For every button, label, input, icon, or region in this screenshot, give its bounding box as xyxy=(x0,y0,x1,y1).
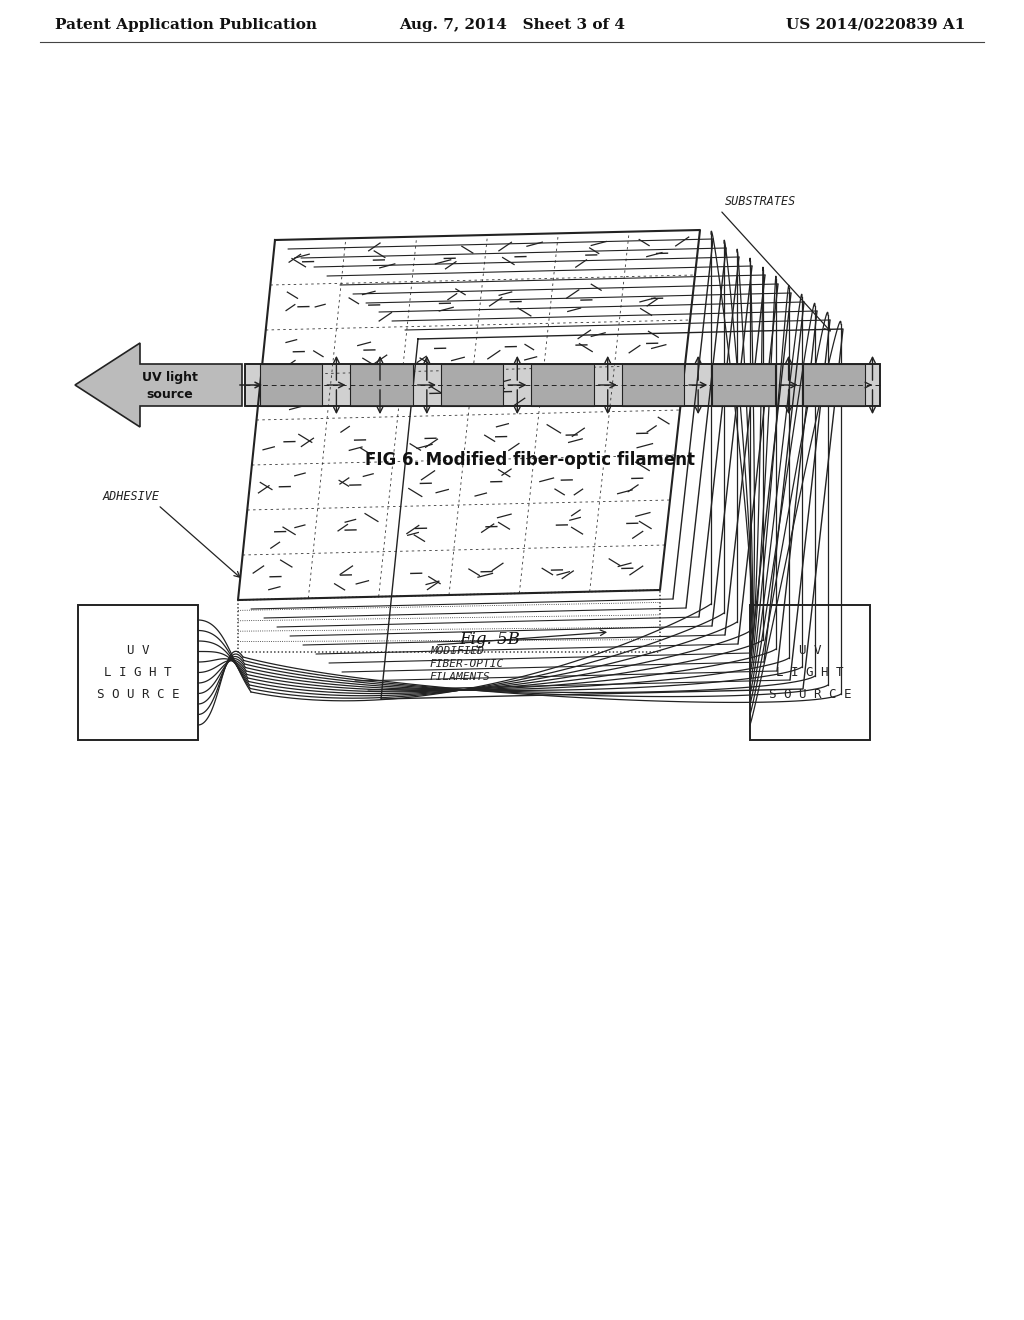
Text: MODIFIED
FIBER-OPTIC
FILAMENTS: MODIFIED FIBER-OPTIC FILAMENTS xyxy=(430,645,504,682)
Text: U V
L I G H T
S O U R C E: U V L I G H T S O U R C E xyxy=(769,644,851,701)
Text: source: source xyxy=(146,388,194,401)
Text: U V
L I G H T
S O U R C E: U V L I G H T S O U R C E xyxy=(96,644,179,701)
Text: SUBSTRATES: SUBSTRATES xyxy=(725,195,797,209)
Bar xyxy=(441,364,503,407)
Text: UV light: UV light xyxy=(142,371,198,384)
Bar xyxy=(350,364,413,407)
Bar xyxy=(260,364,323,407)
Bar xyxy=(622,364,684,407)
Text: US 2014/0220839 A1: US 2014/0220839 A1 xyxy=(785,18,965,32)
Bar xyxy=(712,364,774,407)
Bar xyxy=(245,364,880,407)
Bar xyxy=(803,364,865,407)
Bar xyxy=(531,364,594,407)
Text: Aug. 7, 2014   Sheet 3 of 4: Aug. 7, 2014 Sheet 3 of 4 xyxy=(399,18,625,32)
Text: Fig. 5B: Fig. 5B xyxy=(460,631,520,648)
Text: Patent Application Publication: Patent Application Publication xyxy=(55,18,317,32)
Text: ADHESIVE: ADHESIVE xyxy=(103,490,160,503)
Bar xyxy=(78,605,198,741)
Polygon shape xyxy=(75,343,242,426)
Bar xyxy=(750,605,870,741)
Text: FIG 6. Modified fiber-optic filament: FIG 6. Modified fiber-optic filament xyxy=(365,451,695,469)
Bar xyxy=(245,364,880,407)
